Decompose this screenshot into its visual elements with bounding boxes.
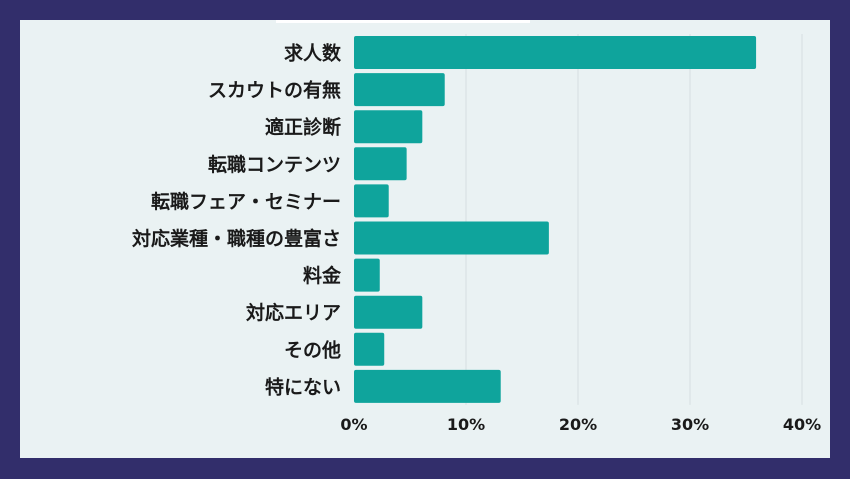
- category-label: 特にない: [265, 376, 341, 398]
- bar: [354, 73, 445, 107]
- bar: [354, 221, 549, 255]
- bar: [354, 184, 389, 218]
- x-tick-label: 30%: [671, 415, 709, 434]
- category-label: 転職コンテンツ: [208, 153, 341, 176]
- x-tick-label: 40%: [783, 415, 821, 434]
- x-axis-ticks: 0% 10% 20% 30% 40%: [340, 415, 821, 434]
- category-label: スカウトの有無: [208, 79, 341, 102]
- bar: [354, 295, 423, 329]
- category-label: 求人数: [284, 42, 342, 65]
- category-label: 転職フェア・セミナー: [151, 190, 341, 213]
- bar: [354, 147, 407, 181]
- category-label: 対応業種・職種の豊富さ: [131, 227, 341, 250]
- x-tick-label: 20%: [559, 415, 597, 434]
- category-label: 対応エリア: [245, 301, 341, 324]
- bar: [354, 332, 385, 366]
- x-tick-label: 10%: [447, 415, 485, 434]
- bar: [354, 258, 380, 292]
- category-label: 適正診断: [265, 116, 341, 139]
- x-tick-label: 0%: [340, 415, 367, 434]
- bar: [354, 110, 423, 144]
- category-labels: 求人数スカウトの有無適正診断転職コンテンツ転職フェア・セミナー対応業種・職種の豊…: [131, 42, 342, 399]
- top-tab-highlight: [276, 20, 530, 23]
- category-label: その他: [284, 338, 341, 361]
- bar: [354, 36, 757, 69]
- category-label: 料金: [303, 264, 342, 287]
- bars: [354, 36, 757, 403]
- grid-lines: [465, 34, 803, 405]
- bar: [354, 369, 501, 403]
